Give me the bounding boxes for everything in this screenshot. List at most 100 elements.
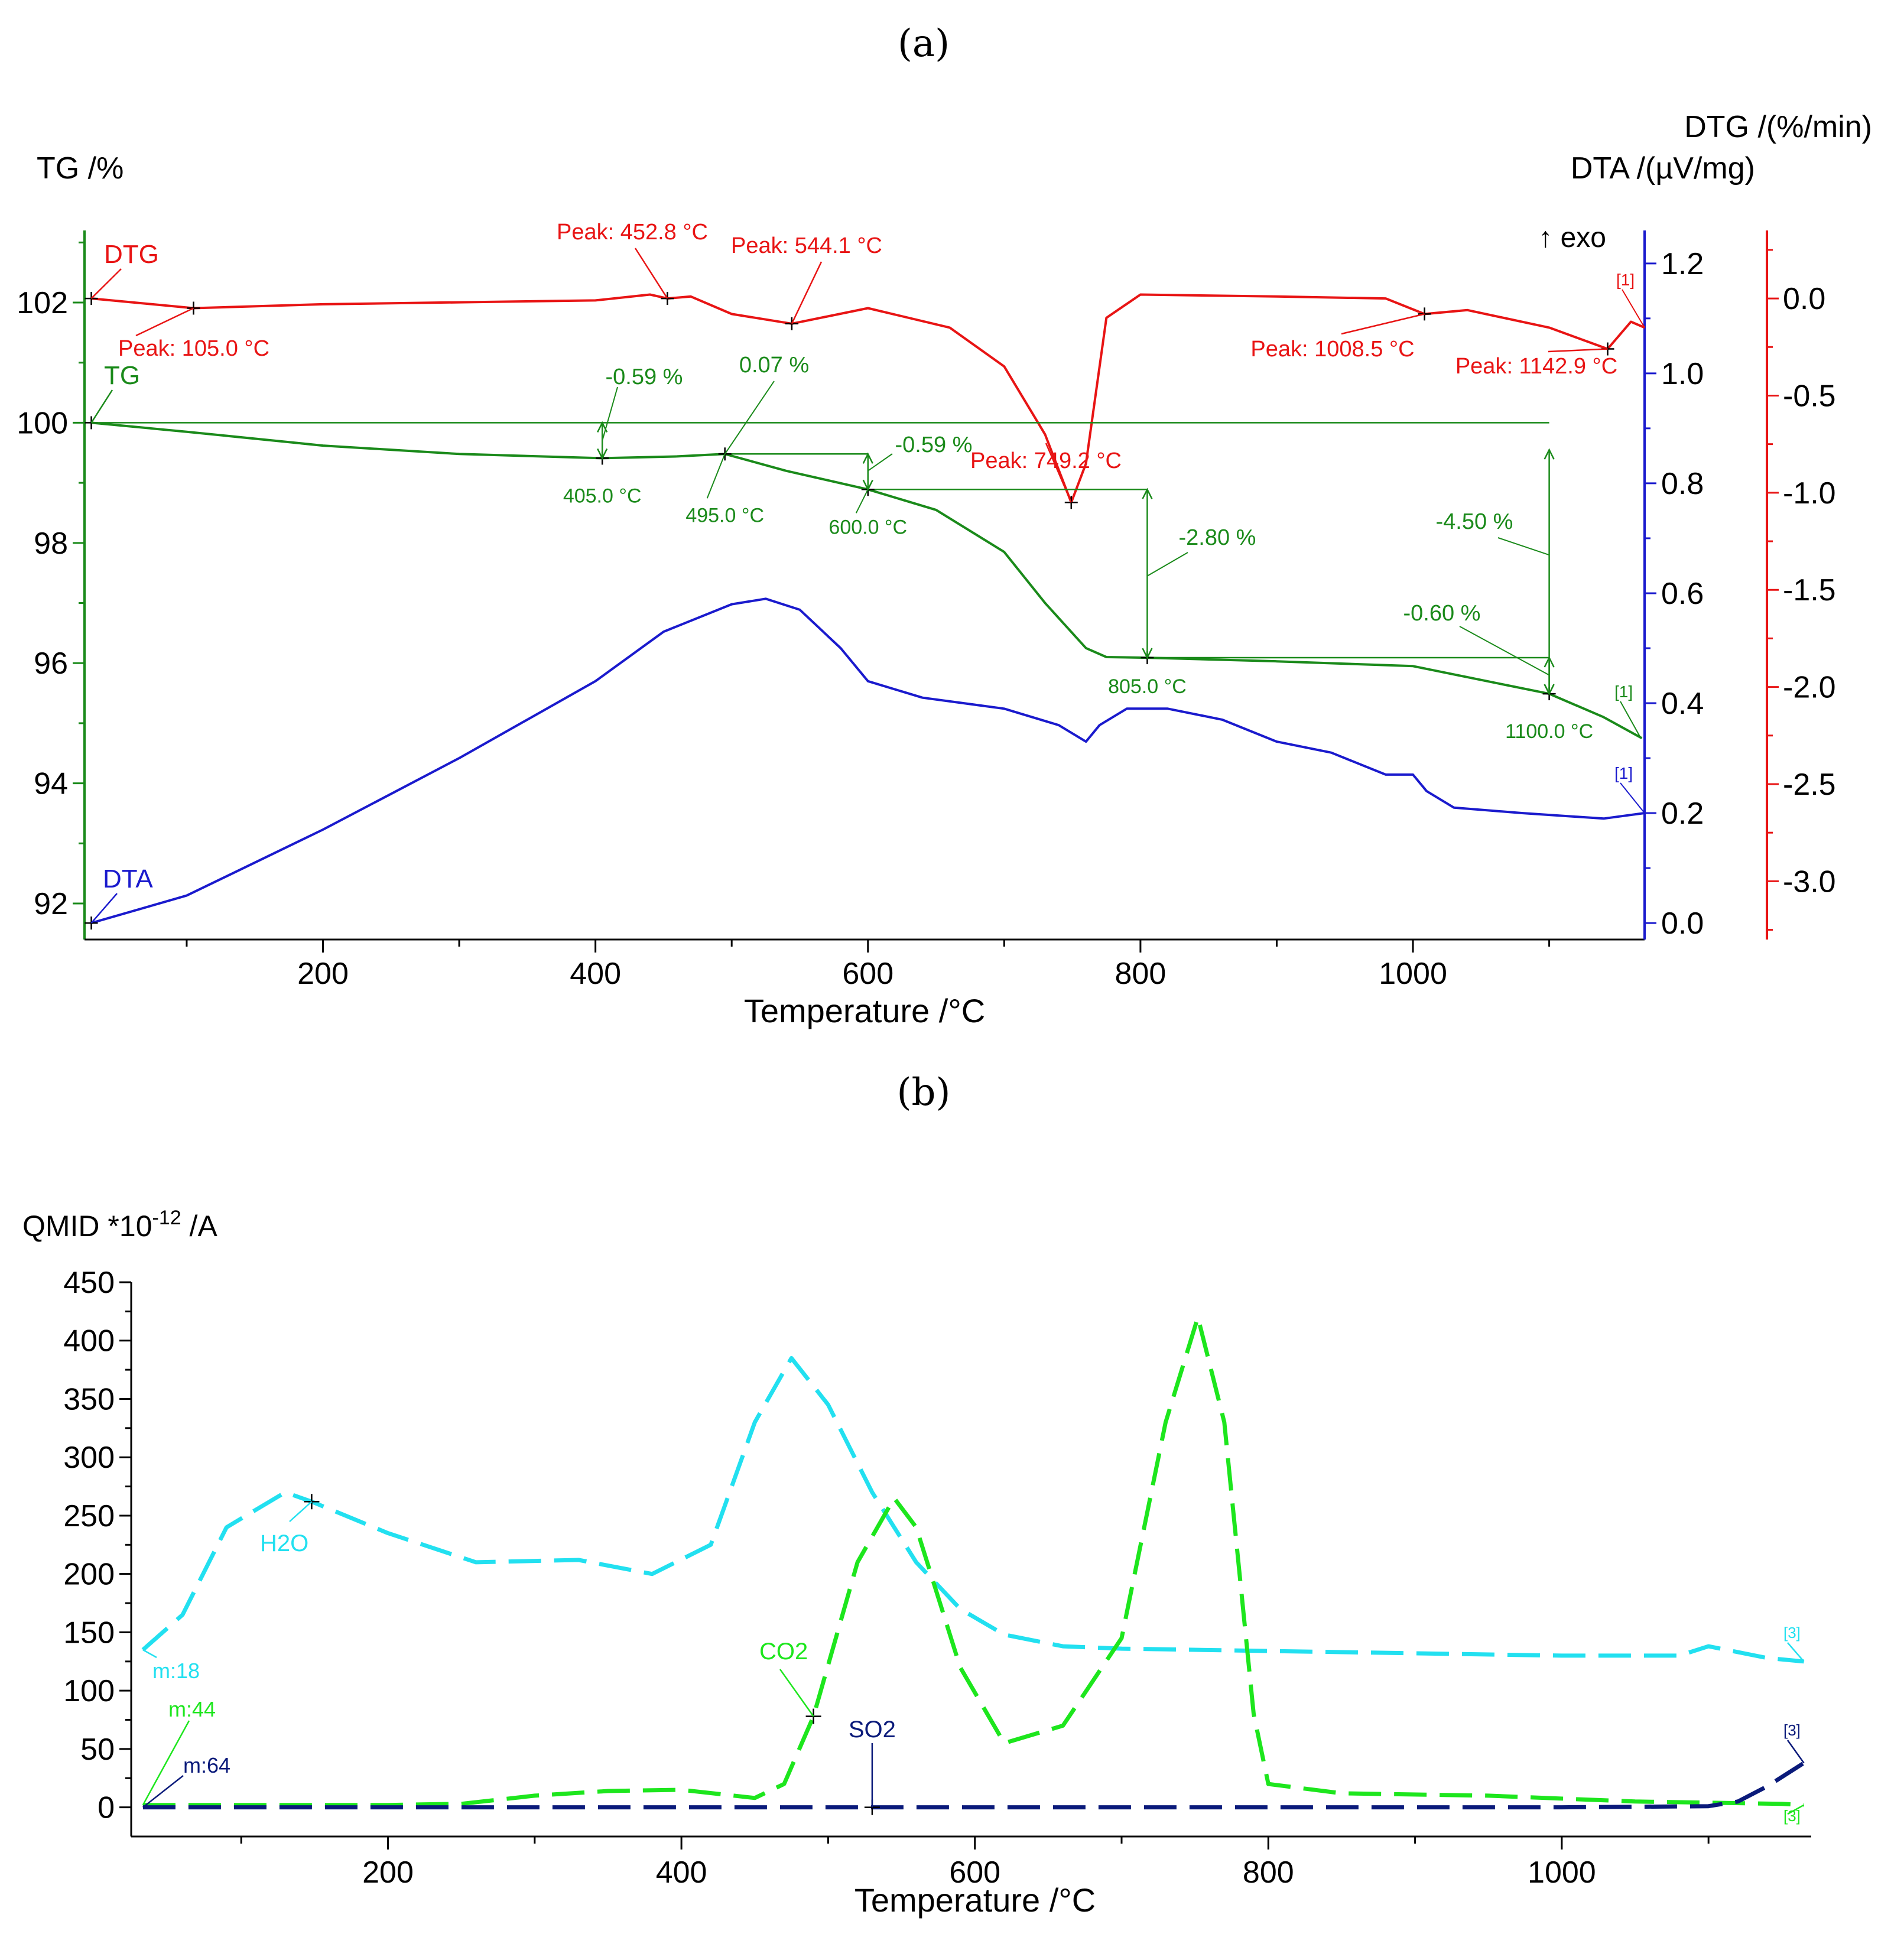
tg-temp-leader-600 <box>855 489 869 513</box>
arrow-head <box>1544 656 1555 668</box>
tg-step-leader-4 <box>1146 552 1188 577</box>
tg-tick-label: 96 <box>34 646 68 681</box>
co2-label-leader <box>779 1669 814 1717</box>
so2-mass-label: m:64 <box>183 1753 230 1777</box>
co2-mass-label: m:44 <box>168 1697 216 1721</box>
y-tick-label-b: 0 <box>98 1791 115 1825</box>
dtg-end-leader <box>1622 289 1645 328</box>
h2o-label-leader <box>289 1501 313 1522</box>
tg-temp-label: 405.0 °C <box>563 485 642 507</box>
dtg-end-label: [1] <box>1616 271 1635 289</box>
h2o-mass-label: m:18 <box>152 1659 200 1683</box>
dtg-peak-leader <box>1045 443 1072 503</box>
tg-step-label-4: -2.80 % <box>1179 525 1256 550</box>
dta-tick-label: 0.2 <box>1661 797 1704 831</box>
tg-step-label-3: -0.59 % <box>895 433 973 457</box>
so2-curve <box>142 1761 1805 1810</box>
tg-step-leader-6 <box>1459 626 1550 676</box>
dta-tick-label: 0.0 <box>1661 906 1704 941</box>
tg-curve <box>91 421 1643 740</box>
panel-b-series <box>141 1315 1805 1810</box>
dtg-tick-label: -0.5 <box>1783 379 1836 413</box>
x-axis-title-a: Temperature /°C <box>744 992 985 1029</box>
arrow-head <box>862 479 873 492</box>
h2o-end-label: [3] <box>1783 1624 1801 1642</box>
dtg-peak-label: Peak: 1142.9 °C <box>1455 354 1617 379</box>
dta-axis-title: DTA /(µV/mg) <box>1571 151 1755 186</box>
x-tick-label-b: 200 <box>362 1855 414 1890</box>
tg-series-label: TG <box>104 361 140 390</box>
dtg-label-leader <box>90 268 122 299</box>
qmid-axis-title-unit: /A <box>181 1210 218 1243</box>
qmid-axis-title: QMID *10-12 /A <box>22 1207 217 1243</box>
y-tick-label-b: 350 <box>63 1382 115 1416</box>
panel-a-annotations: DTG TG DTA [1] [1] [1] Peak: 105.0 °C Peak: 452… <box>85 220 1645 930</box>
tg-step-label-5: -4.50 % <box>1436 509 1513 534</box>
tg-step-leader-1 <box>602 386 618 441</box>
dtg-peak-leader <box>1548 348 1608 353</box>
dta-tick-label: 0.4 <box>1661 687 1704 721</box>
dtg-peak-label: Peak: 105.0 °C <box>118 336 269 361</box>
dta-tick-label: 1.0 <box>1661 357 1704 391</box>
panel-b-annotations: H2O m:18 [3] CO2 m:44 [3] SO2 m:64 [3] <box>142 1494 1805 1825</box>
dtg-series-label: DTG <box>104 240 159 269</box>
tg-step-label-6: -0.60 % <box>1403 601 1481 626</box>
x-tick-label-b: 600 <box>949 1855 1000 1890</box>
h2o-end-leader <box>1787 1642 1805 1662</box>
x-tick-label-a: 600 <box>842 957 893 991</box>
dtg-tick-label: -2.5 <box>1783 768 1836 802</box>
dtg-peak-label: Peak: 1008.5 °C <box>1250 337 1414 362</box>
x-tick-label-b: 400 <box>656 1855 707 1890</box>
dtg-tick-label: -2.0 <box>1783 671 1836 705</box>
dta-end-leader <box>1620 782 1645 814</box>
tg-tick-label: 94 <box>34 767 68 801</box>
tg-temp-label: 1100.0 °C <box>1505 720 1593 743</box>
tg-step-leader-3 <box>867 453 893 472</box>
tg-temp-label: 805.0 °C <box>1108 675 1187 698</box>
tg-tick-label: 100 <box>17 406 68 440</box>
tg-step-leader-5 <box>1497 537 1549 556</box>
dtg-peak-leader <box>791 261 823 324</box>
tg-step-label-2: 0.07 % <box>739 353 809 378</box>
arrow-head <box>597 448 608 460</box>
co2-end-leader <box>1787 1804 1805 1815</box>
arrow-head <box>862 452 873 464</box>
panel-a-series <box>90 293 1645 925</box>
tg-temp-label: 600.0 °C <box>828 516 907 538</box>
exo-indicator: ↑ exo <box>1538 222 1606 253</box>
x-tick-label-a: 1000 <box>1379 957 1447 991</box>
panel-b-ticks: 200 400 600 800 1000 0 50 100 150 200 250 300 350 400… <box>63 1266 1710 1890</box>
dtg-peak-label: Peak: 749.2 °C <box>970 448 1122 473</box>
dtg-tick-label: 0.0 <box>1783 282 1825 316</box>
so2-mass-leader <box>142 1775 184 1808</box>
tg-label-leader <box>90 389 113 424</box>
y-tick-label-b: 450 <box>63 1266 115 1300</box>
dtg-tick-label: -1.5 <box>1783 573 1836 607</box>
tg-temp-leader-495 <box>706 453 726 499</box>
dtg-tick-label: -1.0 <box>1783 476 1836 511</box>
arrow-head <box>1142 487 1153 499</box>
y-tick-label-b: 400 <box>63 1324 115 1358</box>
x-tick-label-a: 200 <box>297 957 349 991</box>
dtg-peak-leader <box>1341 313 1425 335</box>
dta-tick-label: 0.6 <box>1661 577 1704 611</box>
dtg-peak-leader <box>634 248 668 299</box>
panel-a-label: (a) <box>898 22 950 66</box>
co2-label: CO2 <box>759 1639 808 1665</box>
dtg-peak-leader <box>135 307 194 337</box>
tg-end-leader <box>1620 701 1640 737</box>
co2-end-label: [3] <box>1783 1807 1801 1825</box>
arrow-head <box>1142 648 1153 659</box>
h2o-curve <box>141 1356 1804 1664</box>
h2o-mass-leader <box>142 1649 157 1659</box>
dtg-peak-label: Peak: 544.1 °C <box>731 233 882 258</box>
y-tick-label-b: 100 <box>63 1674 115 1708</box>
y-tick-label-b: 150 <box>63 1616 115 1650</box>
tg-step-leader-2 <box>724 381 775 454</box>
tg-step-label-1: -0.59 % <box>606 365 683 389</box>
h2o-label: H2O <box>260 1530 308 1556</box>
x-axis-title-b: Temperature /°C <box>854 1881 1096 1919</box>
x-tick-label-a: 400 <box>570 957 621 991</box>
dtg-axis-title: DTG /(%/min) <box>1684 110 1872 144</box>
